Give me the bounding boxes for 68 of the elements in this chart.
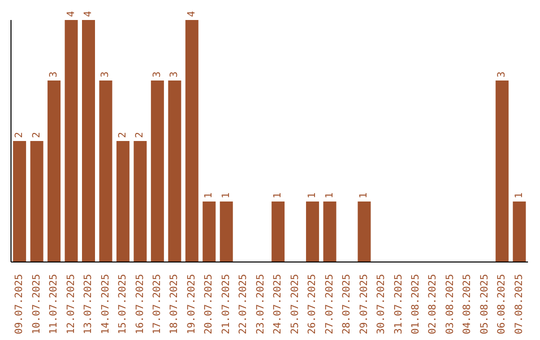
- bar: [116, 141, 130, 262]
- x-tick-label: 17.07.2025: [152, 274, 163, 334]
- data-label: 3: [100, 71, 112, 78]
- x-tick-label: 23.07.2025: [255, 274, 266, 334]
- x-tick-label: 21.07.2025: [220, 274, 232, 334]
- x-tick-label: 13.07.2025: [83, 274, 94, 334]
- x-tick-label: 24.07.2025: [272, 274, 284, 334]
- bar: [150, 80, 164, 262]
- x-tick-label: 05.08.2025: [479, 274, 490, 334]
- x-tick-label: 07.08.2025: [514, 274, 525, 334]
- x-tick-label: 12.07.2025: [66, 274, 77, 334]
- data-label: 2: [31, 132, 42, 138]
- data-label: 3: [152, 71, 163, 78]
- data-label: 1: [272, 192, 284, 198]
- x-tick-label: 25.07.2025: [290, 274, 301, 334]
- data-label: 4: [186, 10, 198, 17]
- x-tick-label: 28.07.2025: [342, 274, 353, 334]
- bar: [358, 202, 371, 262]
- x-tick-label: 16.07.2025: [134, 274, 146, 334]
- data-label: 2: [117, 132, 128, 138]
- bar: [323, 202, 336, 262]
- x-tick-label: 30.07.2025: [376, 274, 388, 334]
- data-label: 1: [324, 192, 336, 198]
- x-tick-label: 18.07.2025: [169, 274, 180, 334]
- data-label: 2: [134, 132, 146, 138]
- x-tick-label: 29.07.2025: [358, 274, 370, 334]
- x-tick-label: 03.08.2025: [444, 274, 456, 334]
- x-tick-label: 31.07.2025: [393, 274, 404, 334]
- x-tick-label: 26.07.2025: [307, 274, 318, 334]
- bar: [272, 202, 285, 262]
- bar: [99, 80, 112, 262]
- x-tick-label: 06.08.2025: [496, 274, 508, 334]
- x-tick-label: 04.08.2025: [462, 274, 474, 334]
- x-tick-label: 20.07.2025: [204, 274, 215, 334]
- bar: [306, 202, 320, 262]
- data-label: 1: [358, 192, 370, 198]
- bar: [512, 202, 526, 262]
- bar: [168, 80, 182, 262]
- x-tick-label: 10.07.2025: [31, 274, 42, 334]
- data-label: 1: [514, 192, 525, 198]
- data-label: 1: [307, 192, 318, 198]
- x-tick-label: 02.08.2025: [428, 274, 439, 334]
- bar: [30, 141, 44, 262]
- x-tick-label: 19.07.2025: [186, 274, 198, 334]
- x-tick-label: 22.07.2025: [238, 274, 250, 334]
- bar: [64, 20, 78, 262]
- bar: [202, 202, 216, 262]
- x-tick-label: 15.07.2025: [118, 274, 129, 334]
- bar: [82, 20, 95, 262]
- x-tick-label: 27.07.2025: [324, 274, 336, 334]
- data-label: 3: [48, 71, 60, 78]
- data-label: 1: [204, 192, 215, 198]
- bar: [496, 80, 509, 262]
- data-label: 2: [14, 132, 26, 138]
- x-tick-label: 14.07.2025: [100, 274, 112, 334]
- bar: [13, 141, 26, 262]
- bar: [220, 202, 233, 262]
- x-tick-label: 11.07.2025: [48, 274, 60, 334]
- x-tick-label: 09.07.2025: [14, 274, 26, 334]
- x-tick-label: 01.08.2025: [410, 274, 422, 334]
- bar: [134, 141, 147, 262]
- bar: [185, 20, 198, 262]
- data-label: 3: [496, 71, 508, 78]
- data-label: 4: [66, 10, 77, 17]
- data-label: 4: [83, 10, 94, 17]
- data-label: 1: [220, 192, 232, 198]
- data-label: 3: [169, 71, 180, 78]
- bar: [48, 80, 61, 262]
